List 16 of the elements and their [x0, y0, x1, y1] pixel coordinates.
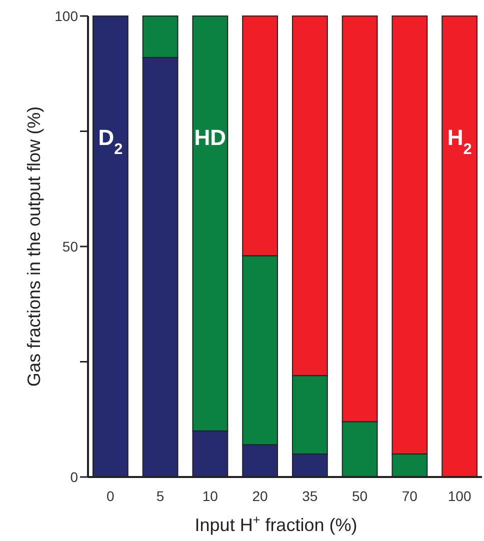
x-tick-label: 5	[156, 488, 164, 504]
x-tick-label: 10	[202, 488, 218, 504]
y-tick-label: 0	[70, 468, 78, 485]
series-label: H$_{2}$	[447, 125, 472, 158]
series-label: HD	[194, 125, 226, 150]
y-tick-label: 50	[62, 238, 78, 254]
x-tick-label: 20	[252, 488, 268, 504]
x-axis-title: Input H$^{+}$ fraction (%)	[194, 513, 358, 535]
x-tick-label: 50	[352, 488, 368, 504]
y-axis-title: Gas fractions in the output flow (%)	[24, 106, 44, 387]
x-tick-label: 35	[302, 488, 318, 504]
x-tick-label: 70	[402, 488, 418, 504]
series-label: D$_{2}$	[98, 125, 123, 158]
x-tick-label: 0	[106, 488, 115, 504]
x-tick-label: 100	[448, 488, 472, 504]
y-tick-label: 100	[54, 8, 78, 24]
